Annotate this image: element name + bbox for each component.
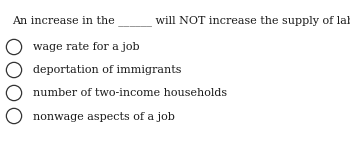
- Text: wage rate for a job: wage rate for a job: [33, 43, 140, 52]
- Text: number of two-income households: number of two-income households: [33, 89, 227, 98]
- Text: An increase in the ______ will NOT increase the supply of labor.: An increase in the ______ will NOT incre…: [12, 15, 350, 26]
- Point: [11, 92, 17, 94]
- Text: deportation of immigrants: deportation of immigrants: [33, 65, 182, 76]
- Point: [11, 46, 17, 48]
- Point: [11, 69, 17, 71]
- Point: [11, 115, 17, 117]
- Text: nonwage aspects of a job: nonwage aspects of a job: [33, 111, 175, 122]
